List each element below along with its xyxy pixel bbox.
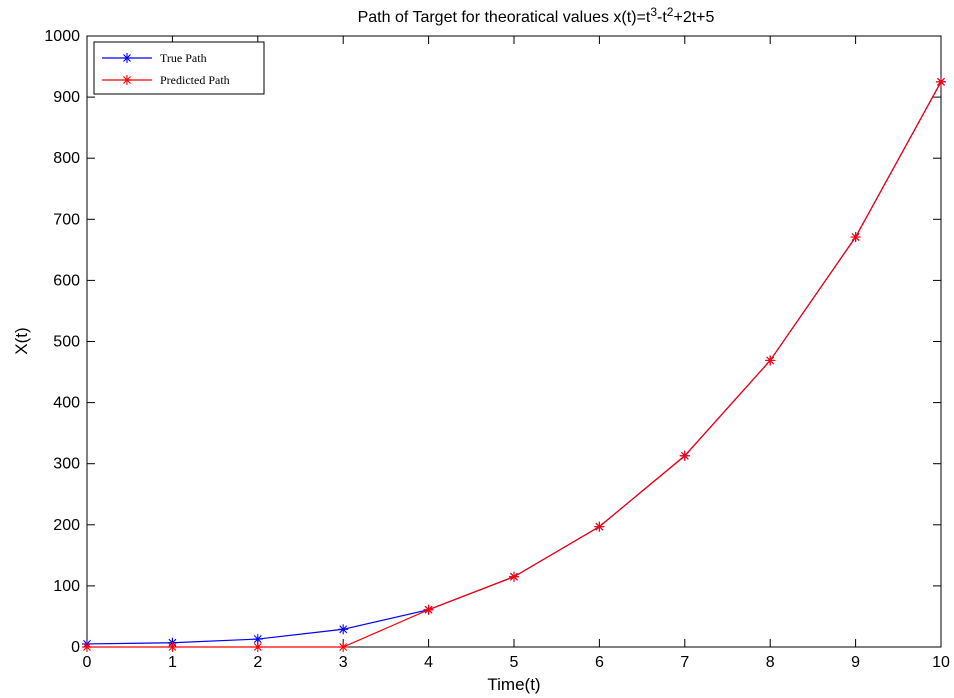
x-axis: 0 1 2 3 4 5 6 7 8 9 10 [83,36,950,671]
x-tick-label: 6 [595,654,604,671]
legend-marker-predicted-path [122,75,132,85]
legend-label-predicted-path: Predicted Path [160,73,230,87]
x-tick-label: 2 [253,654,262,671]
y-tick-label: 900 [53,89,80,106]
y-tick-label: 800 [53,150,80,167]
y-tick-label: 100 [53,578,80,595]
x-axis-label: Time(t) [487,675,540,694]
x-tick-label: 7 [680,654,689,671]
predicted-path-point [594,521,605,532]
x-tick-label: 5 [510,654,519,671]
x-tick-label: 1 [168,654,177,671]
y-tick-label: 0 [71,639,80,656]
legend-box [93,41,265,95]
x-tick-label: 8 [766,654,775,671]
legend-label-true-path: True Path [160,51,207,65]
predicted-path-point [338,642,349,652]
x-tick-label: 3 [339,654,348,671]
y-axis: 0 100 200 300 400 500 600 700 800 900 1000 [44,28,941,656]
x-tick-label: 9 [851,654,860,671]
y-tick-label: 300 [53,456,80,473]
predicted-path-point [82,642,92,652]
y-tick-label: 700 [53,211,80,228]
x-tick-label: 4 [424,654,433,671]
predicted-path-point [509,571,519,582]
predicted-path-point [679,450,690,461]
y-tick-label: 600 [53,272,80,289]
series-layer [82,76,946,652]
legend: True Path Predicted Path [93,41,265,95]
y-tick-label: 200 [53,517,80,534]
predicted-path-point [252,642,263,652]
predicted-path-point [167,642,178,652]
x-tick-label: 10 [932,654,950,671]
y-tick-label: 400 [53,395,80,412]
x-tick-label: 0 [83,654,92,671]
predicted-path-point [850,232,861,243]
y-axis-label: X(t) [12,327,31,354]
chart-title: Path of Target for theoratical values x(… [358,5,715,26]
plot-area [86,35,942,648]
predicted-path-point [765,355,776,366]
legend-marker-true-path [122,53,132,63]
predicted-path-point [936,76,946,87]
y-tick-label: 1000 [44,28,80,45]
y-tick-label: 500 [53,334,80,351]
true-path-point [338,624,349,635]
predicted-path-point [423,604,434,615]
